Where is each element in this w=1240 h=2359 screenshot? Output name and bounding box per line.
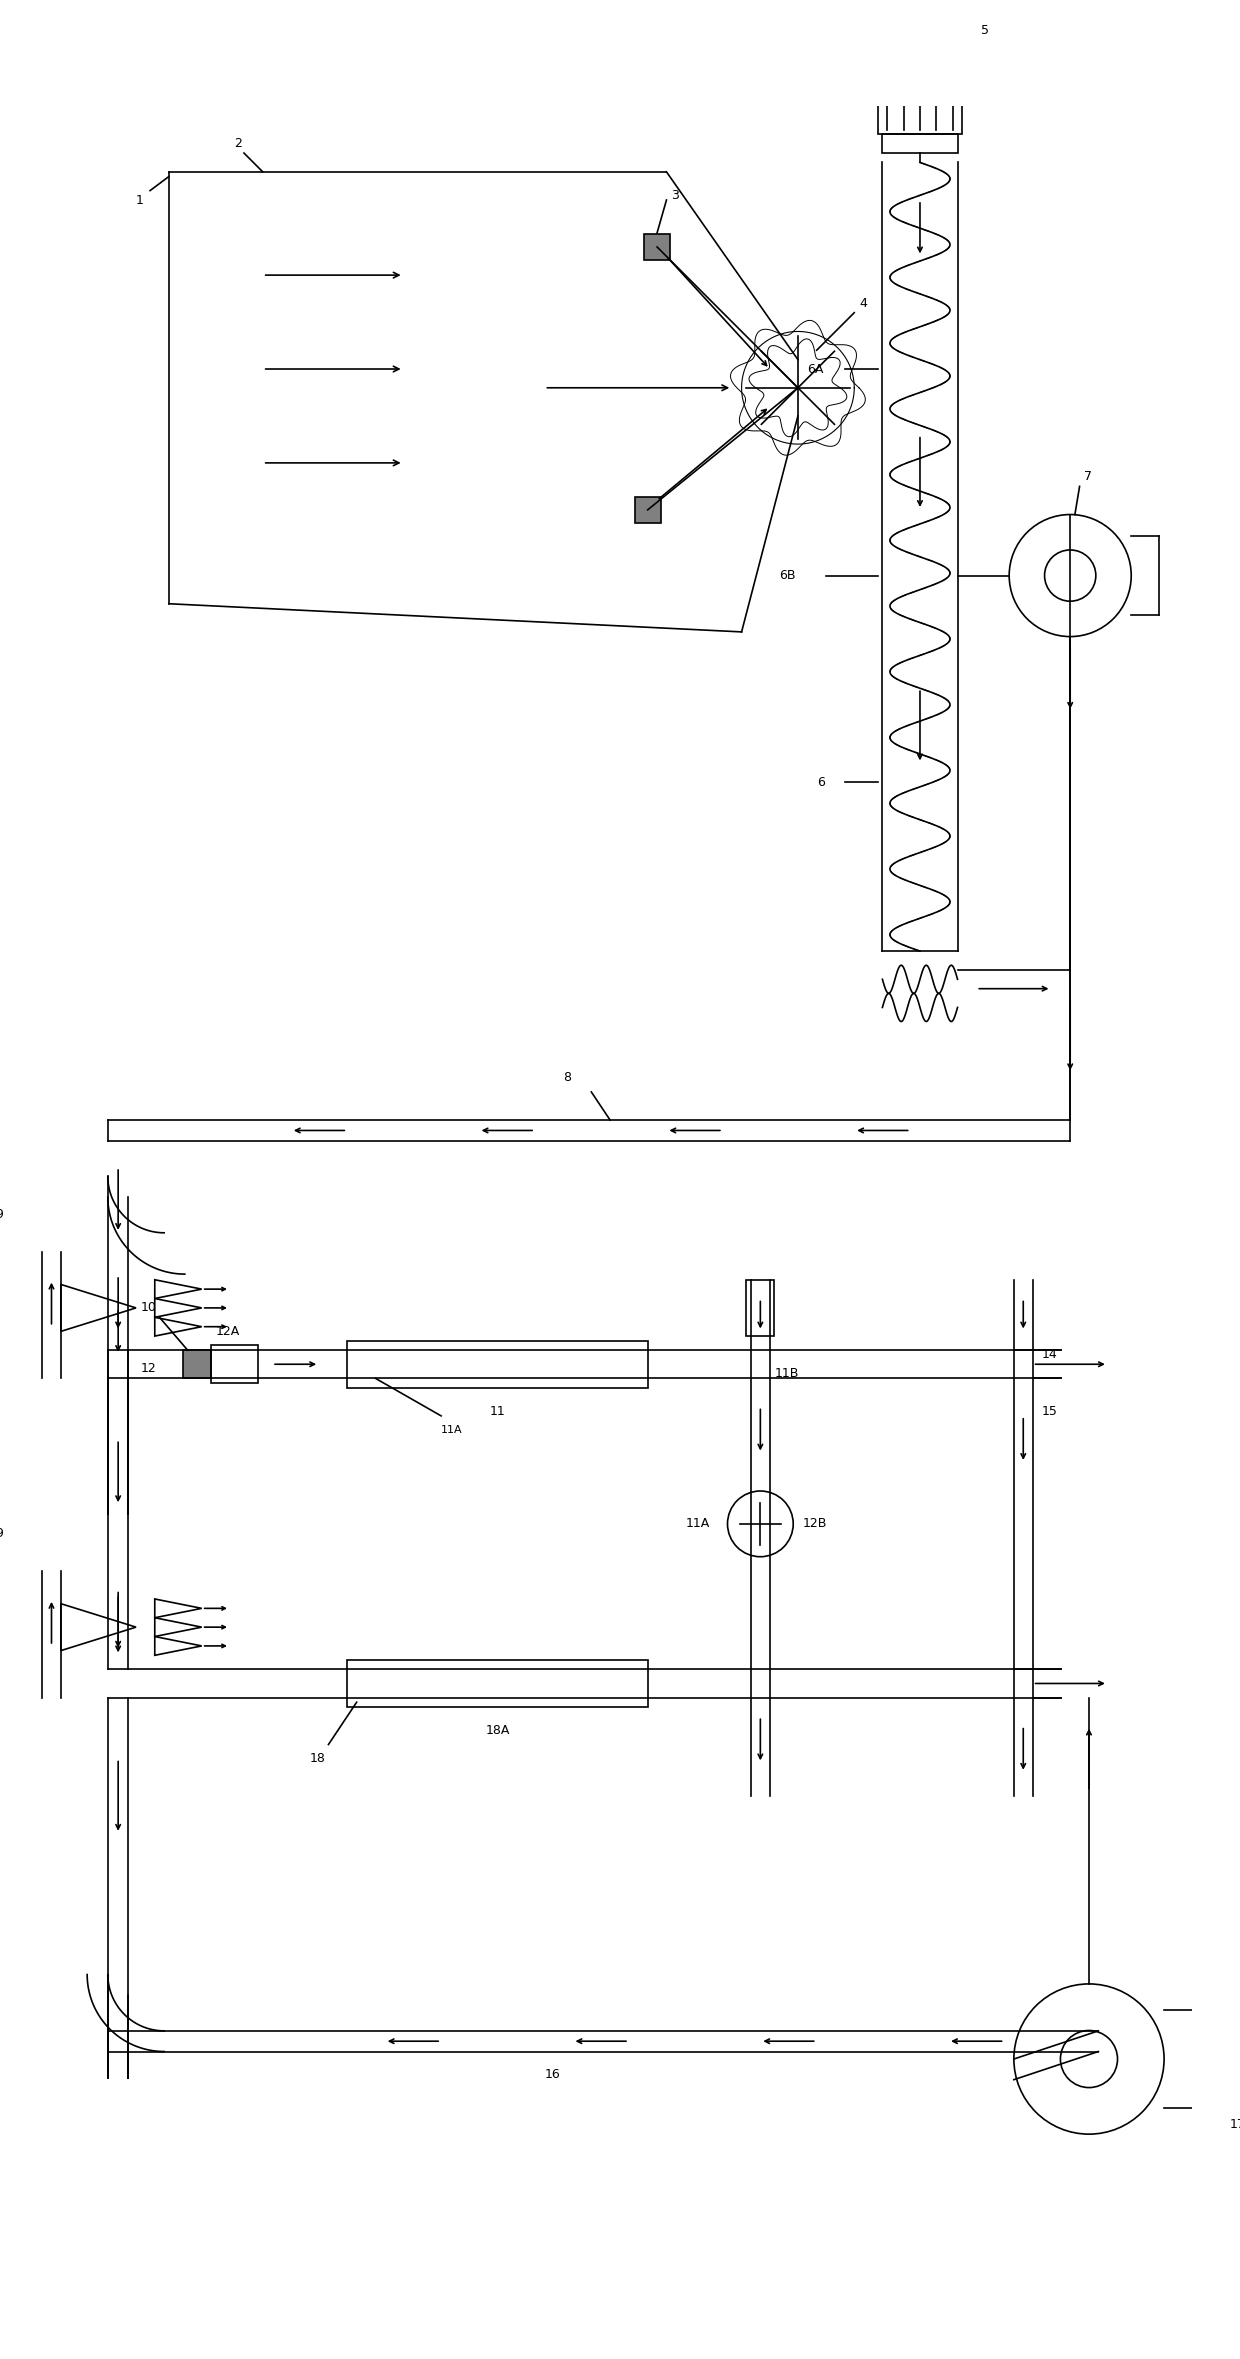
Text: 11: 11 bbox=[490, 1404, 506, 1418]
Text: 12B: 12B bbox=[802, 1517, 827, 1531]
Text: 11B: 11B bbox=[775, 1368, 799, 1380]
Text: 2: 2 bbox=[234, 137, 243, 151]
Text: 1: 1 bbox=[136, 193, 144, 208]
Bar bbox=[347, 1661, 647, 1708]
Text: 4: 4 bbox=[859, 297, 867, 309]
Text: 18A: 18A bbox=[485, 1724, 510, 1736]
Text: 12A: 12A bbox=[216, 1326, 241, 1338]
Bar bbox=[184, 1349, 211, 1378]
Text: 11A: 11A bbox=[686, 1517, 709, 1531]
Text: 9: 9 bbox=[0, 1526, 2, 1540]
Bar bbox=[644, 234, 671, 259]
Text: 17: 17 bbox=[1230, 2118, 1240, 2130]
Text: 8: 8 bbox=[563, 1071, 572, 1085]
Text: 14: 14 bbox=[1042, 1349, 1058, 1361]
Bar bbox=[211, 1345, 258, 1382]
Bar bbox=[635, 498, 661, 524]
Text: 6: 6 bbox=[817, 776, 825, 788]
Text: 18: 18 bbox=[310, 1753, 326, 1765]
Text: 11A: 11A bbox=[441, 1425, 463, 1434]
Text: 5: 5 bbox=[981, 24, 990, 38]
Bar bbox=[746, 1279, 775, 1335]
Text: 7: 7 bbox=[1084, 469, 1092, 484]
Text: 10: 10 bbox=[140, 1302, 156, 1314]
Bar bbox=[883, 134, 957, 153]
Text: 16: 16 bbox=[544, 2069, 560, 2081]
Text: 6B: 6B bbox=[779, 569, 796, 583]
Bar bbox=[347, 1340, 647, 1387]
Text: 12: 12 bbox=[140, 1364, 156, 1375]
Bar bbox=[878, 59, 962, 134]
Text: 15: 15 bbox=[1042, 1404, 1058, 1418]
Text: 6A: 6A bbox=[807, 363, 823, 375]
Text: 3: 3 bbox=[671, 189, 680, 203]
Text: 9: 9 bbox=[0, 1208, 2, 1220]
